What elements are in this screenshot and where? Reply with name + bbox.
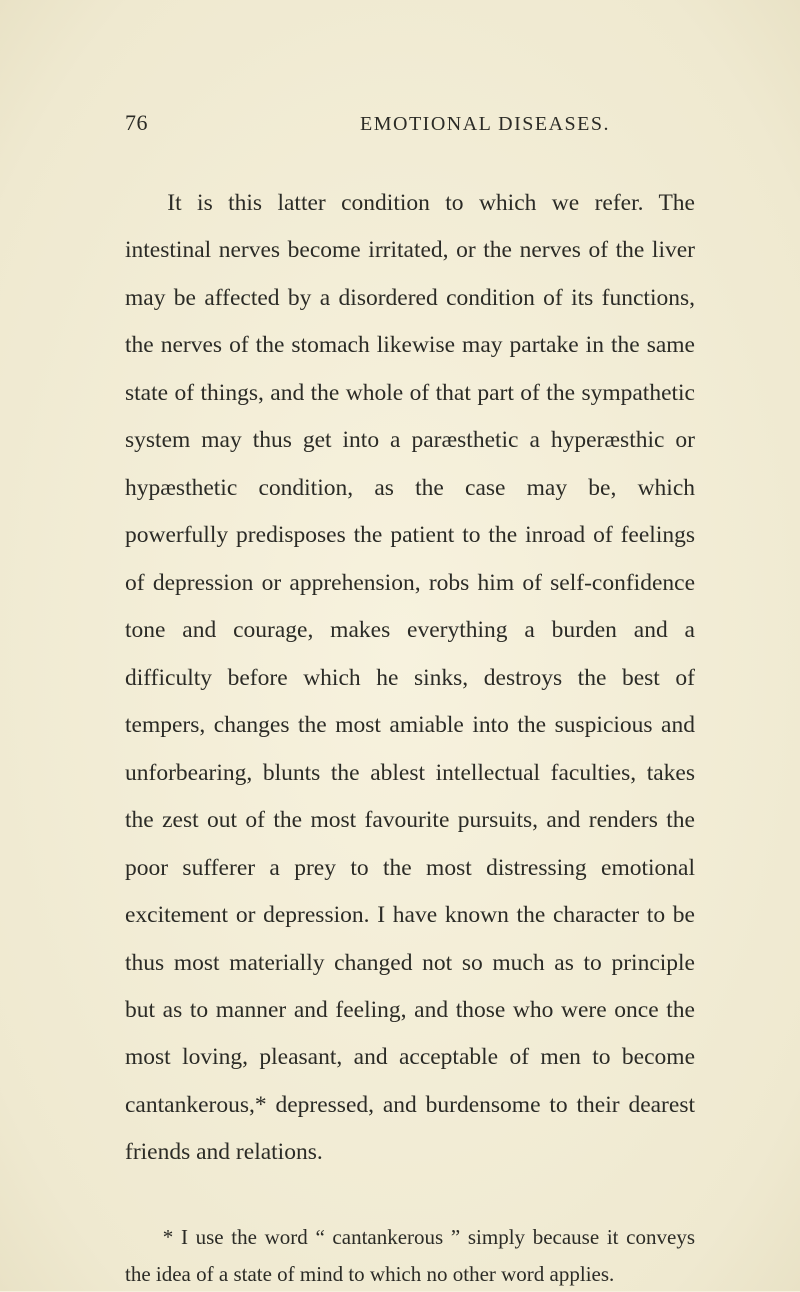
body-paragraph: It is this latter condition to which we … <box>125 180 695 1177</box>
chapter-title: EMOTIONAL DISEASES. <box>360 113 610 136</box>
page-number: 76 <box>125 110 148 136</box>
footnote: * I use the word “ cantankerous ” simply… <box>125 1219 695 1292</box>
book-page: 76 EMOTIONAL DISEASES. It is this latter… <box>0 0 800 1291</box>
running-header: 76 EMOTIONAL DISEASES. <box>125 110 695 136</box>
